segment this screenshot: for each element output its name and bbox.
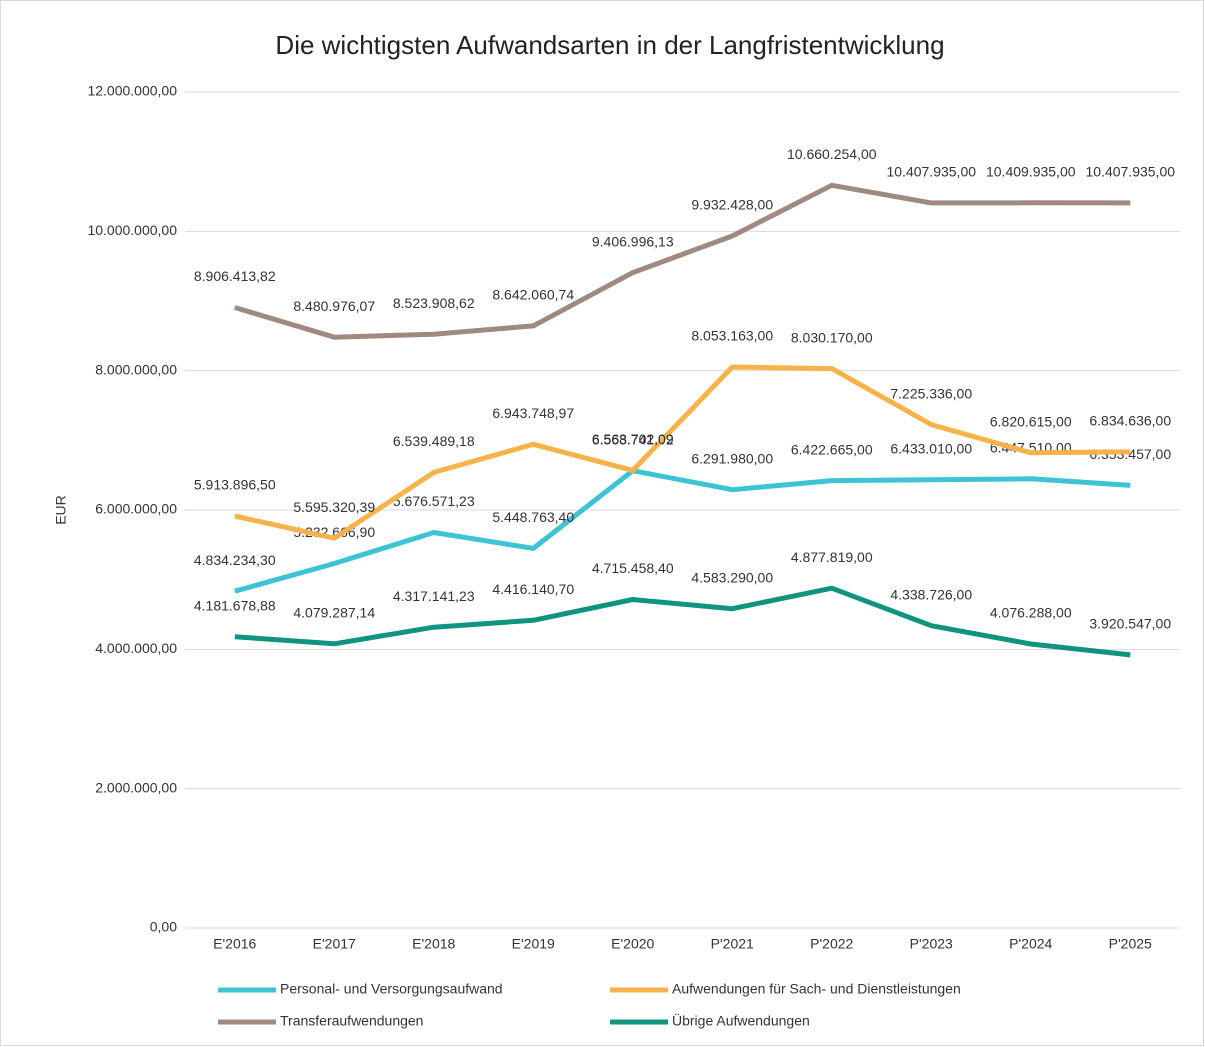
data-label: 4.877.819,00 <box>791 549 873 565</box>
y-tick-label: 6.000.000,00 <box>95 501 177 517</box>
series-line <box>234 182 1131 340</box>
legend-label: Personal- und Versorgungsaufwand <box>280 981 503 997</box>
data-label: 8.642.060,74 <box>492 287 574 303</box>
y-tick-label: 4.000.000,00 <box>95 640 177 656</box>
legend-label: Transferaufwendungen <box>280 1013 423 1029</box>
y-tick-label: 12.000.000,00 <box>87 83 177 99</box>
data-label: 4.834.234,30 <box>194 552 276 568</box>
y-tick-label: 2.000.000,00 <box>95 779 177 795</box>
chart-title: Die wichtigsten Aufwandsarten in der Lan… <box>275 30 944 60</box>
x-tick-label: P'2022 <box>810 936 853 952</box>
x-tick-label: P'2021 <box>711 936 754 952</box>
data-label: 6.291.980,00 <box>691 450 773 466</box>
data-label: 4.715.458,40 <box>592 560 674 576</box>
data-label: 8.523.908,62 <box>393 295 475 311</box>
data-label: 6.539.489,18 <box>393 433 475 449</box>
x-tick-label: E'2017 <box>313 936 356 952</box>
data-label: 5.595.320,39 <box>293 499 375 515</box>
data-label: 6.834.636,00 <box>1089 413 1171 429</box>
x-tick-label: E'2020 <box>611 936 654 952</box>
data-label: 10.660.254,00 <box>787 146 877 162</box>
data-label: 6.422.665,00 <box>791 441 873 457</box>
y-tick-label: 0,00 <box>150 919 177 935</box>
data-label: 4.079.287,14 <box>293 605 375 621</box>
data-label: 6.943.748,97 <box>492 405 574 421</box>
data-label: 3.920.547,00 <box>1089 616 1171 632</box>
data-label: 4.583.290,00 <box>691 569 773 585</box>
data-label: 4.338.726,00 <box>890 586 972 602</box>
series-line <box>234 468 1131 594</box>
data-label: 4.416.140,70 <box>492 581 574 597</box>
data-label: 7.225.336,00 <box>890 385 972 401</box>
data-label: 8.053.163,00 <box>691 328 773 344</box>
data-label: 4.181.678,88 <box>194 597 276 613</box>
series-line <box>234 364 1131 541</box>
y-axis-label: EUR <box>53 495 69 525</box>
data-label: 6.568.702,09 <box>592 431 674 447</box>
data-label: 8.480.976,07 <box>293 298 375 314</box>
data-label: 9.406.996,13 <box>592 233 674 249</box>
series-line <box>234 585 1131 658</box>
x-tick-label: P'2024 <box>1009 936 1052 952</box>
data-label: 10.407.935,00 <box>886 164 976 180</box>
x-tick-label: P'2023 <box>910 936 953 952</box>
data-label: 5.913.896,50 <box>194 477 276 493</box>
y-tick-label: 10.000.000,00 <box>87 222 177 238</box>
x-tick-label: P'2025 <box>1109 936 1152 952</box>
data-label: 6.820.615,00 <box>990 414 1072 430</box>
x-tick-label: E'2018 <box>412 936 455 952</box>
data-label: 6.563.741,92 <box>592 431 674 447</box>
data-label: 8.906.413,82 <box>194 268 276 284</box>
data-label: 10.409.935,00 <box>986 163 1076 179</box>
data-label: 10.407.935,00 <box>1085 164 1175 180</box>
data-label: 6.433.010,00 <box>890 441 972 457</box>
data-label: 8.030.170,00 <box>791 329 873 345</box>
legend-label: Übrige Aufwendungen <box>672 1012 810 1029</box>
data-label: 4.076.288,00 <box>990 605 1072 621</box>
data-label: 9.932.428,00 <box>691 197 773 213</box>
x-tick-label: E'2016 <box>213 936 256 952</box>
data-label: 4.317.141,23 <box>393 588 475 604</box>
y-tick-label: 8.000.000,00 <box>95 361 177 377</box>
x-tick-label: E'2019 <box>512 936 555 952</box>
data-label: 5.448.763,40 <box>492 509 574 525</box>
data-label: 5.676.571,23 <box>393 493 475 509</box>
legend-label: Aufwendungen für Sach- und Dienstleistun… <box>672 981 961 997</box>
